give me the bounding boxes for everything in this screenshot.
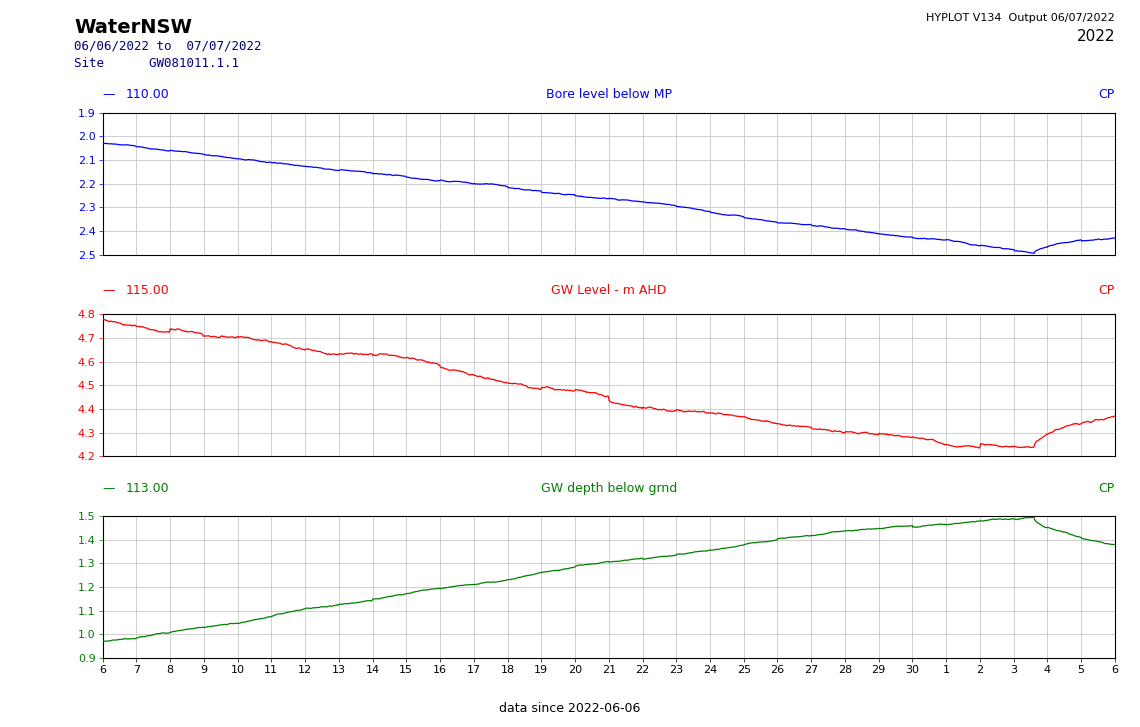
Text: Site      GW081011.1.1: Site GW081011.1.1 [74,57,239,70]
Text: —: — [103,88,115,101]
Text: —: — [103,482,115,495]
Text: GW Level - m AHD: GW Level - m AHD [551,284,667,297]
Text: Bore level below MP: Bore level below MP [546,88,671,101]
Text: CP: CP [1099,88,1115,101]
Text: —: — [103,284,115,297]
Text: 2022: 2022 [1076,29,1115,44]
Text: HYPLOT V134  Output 06/07/2022: HYPLOT V134 Output 06/07/2022 [926,13,1115,23]
Text: 113.00: 113.00 [125,482,169,495]
Text: 115.00: 115.00 [125,284,169,297]
Text: CP: CP [1099,482,1115,495]
Text: 06/06/2022 to  07/07/2022: 06/06/2022 to 07/07/2022 [74,40,261,53]
Text: CP: CP [1099,284,1115,297]
Text: WaterNSW: WaterNSW [74,18,193,37]
Text: 110.00: 110.00 [125,88,169,101]
Text: data since 2022-06-06: data since 2022-06-06 [499,702,641,715]
Text: GW depth below grnd: GW depth below grnd [540,482,677,495]
